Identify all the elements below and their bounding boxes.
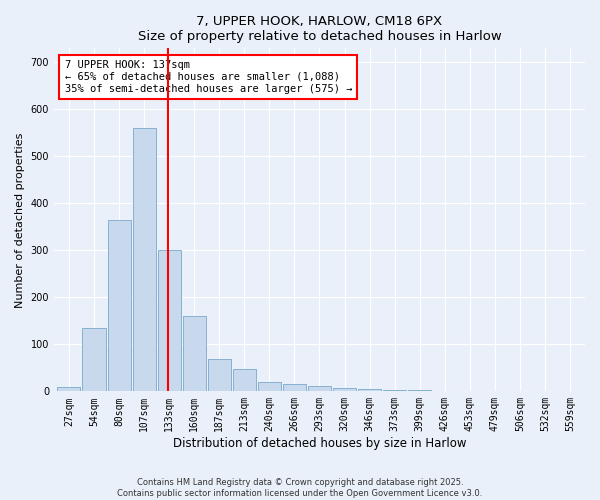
X-axis label: Distribution of detached houses by size in Harlow: Distribution of detached houses by size … [173,437,466,450]
Bar [158,250,181,392]
Bar [258,382,281,392]
Bar [58,386,80,392]
Bar [233,369,256,392]
Text: 7 UPPER HOOK: 137sqm
← 65% of detached houses are smaller (1,088)
35% of semi-de: 7 UPPER HOOK: 137sqm ← 65% of detached h… [65,60,352,94]
Bar [383,390,406,392]
Bar [182,316,206,392]
Bar [333,388,356,392]
Text: Contains HM Land Registry data © Crown copyright and database right 2025.
Contai: Contains HM Land Registry data © Crown c… [118,478,482,498]
Bar [308,386,331,392]
Bar [408,390,431,392]
Y-axis label: Number of detached properties: Number of detached properties [15,132,25,308]
Bar [107,220,131,392]
Bar [133,128,155,392]
Bar [358,389,381,392]
Bar [82,328,106,392]
Bar [283,384,306,392]
Title: 7, UPPER HOOK, HARLOW, CM18 6PX
Size of property relative to detached houses in : 7, UPPER HOOK, HARLOW, CM18 6PX Size of … [137,15,502,43]
Bar [208,360,231,392]
